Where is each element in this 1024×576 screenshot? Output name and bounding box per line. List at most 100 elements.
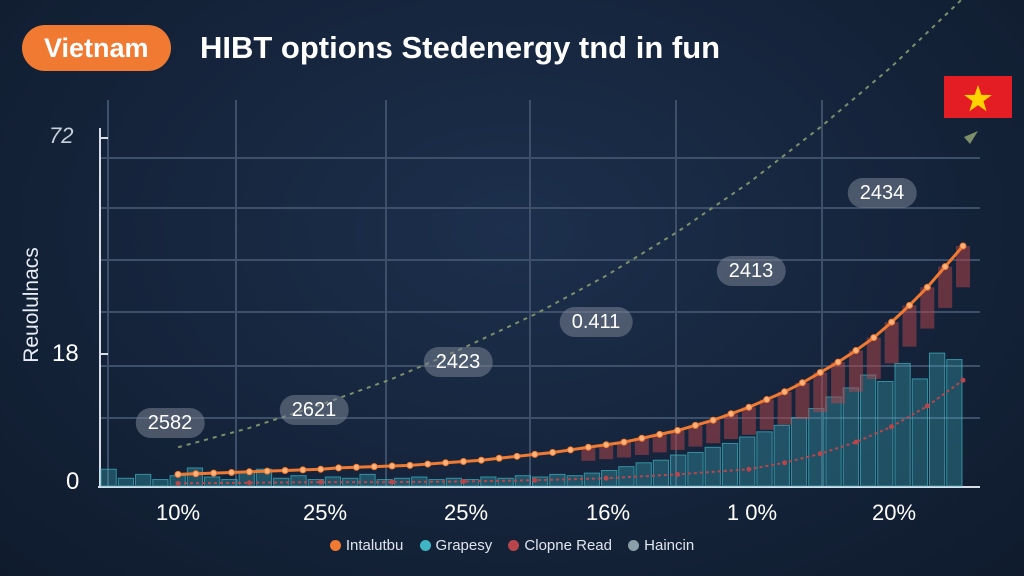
orange-series-point [495,454,503,462]
x-tick-label: 25% [443,500,489,525]
y-axis-label: Reuolulnacs [20,247,43,363]
red-series-point [603,475,609,481]
teal-bar [790,417,808,487]
legend-item: Intalutbu [329,537,404,554]
maroon-bar [884,322,899,364]
orange-series-point [638,434,646,442]
orange-series-point [245,468,253,476]
teal-bar [635,462,652,487]
legend-swatch [419,540,431,551]
orange-series-point [656,430,664,438]
x-tick-label: 25% [302,500,348,525]
maroon-bar [741,407,756,435]
teal-bar [359,473,376,487]
red-series-point [246,480,252,486]
x-tick-label: 16% [585,500,631,525]
teal-bar [618,466,635,487]
maroon-bar [599,444,614,460]
legend-item: Haincin [628,537,694,554]
data-label: 2434 [847,178,917,208]
red-series-point [389,479,395,485]
y-tick-label: 18 [52,340,79,367]
orange-series-point [406,461,414,469]
star-icon [964,85,992,112]
x-tick-label: 10% [155,500,201,525]
orange-series-point [834,358,842,366]
red-series-point [853,439,859,445]
y-tick-label: 0 [66,468,80,495]
teal-bar [739,436,756,487]
maroon-bar [652,434,667,453]
country-badge: Vietnam [22,25,171,71]
maroon-bar [581,447,596,461]
teal-bar [135,473,152,487]
teal-bar [428,479,445,487]
orange-series-point [602,441,610,449]
red-series-point [175,480,181,486]
teal-bar [704,446,721,487]
x-tick-label: 20% [871,500,917,525]
red-series-point [889,424,895,430]
orange-series-point [763,396,771,404]
chart-title: HIBT options Stedenergy tnd in fun [200,30,721,65]
red-series-point [817,451,823,457]
teal-bar [324,476,342,487]
teal-bar [842,387,859,487]
orange-series-point [781,388,789,396]
red-series-point [746,466,752,472]
orange-series-point [335,464,343,472]
red-series-point [460,478,466,484]
orange-series-point [317,465,325,473]
maroon-bar [759,399,774,430]
maroon-bar [688,425,703,447]
vietnam-flag [944,76,1012,118]
orange-series-point [513,452,521,460]
teal-bar [290,475,307,487]
orange-series-point [210,469,218,477]
orange-series-point [798,379,806,387]
teal-bar [532,476,549,487]
teal-bar [825,396,842,487]
maroon-bar [831,362,846,404]
maroon-bar [848,350,863,392]
orange-series-point [549,448,557,456]
teal-bar [342,477,359,487]
maroon-bar [938,266,953,308]
red-series-point [924,403,930,409]
orange-series-point [174,470,182,478]
data-label: 2423 [423,347,493,377]
maroon-bar [670,430,685,450]
teal-bar [894,362,911,487]
teal-bar [583,472,601,487]
teal-bar [480,476,497,487]
teal-bar [808,408,825,487]
orange-series-point [370,463,378,471]
teal-bar [721,442,739,487]
orange-series-point [567,446,574,454]
orange-series-point [281,467,289,475]
orange-series-point [727,410,735,418]
data-label: 2621 [279,395,349,425]
orange-series-point [459,457,467,465]
legend-label: Intalutbu [345,537,404,554]
y-tick-label: 72 [49,123,74,148]
legend-swatch [508,540,520,551]
legend-label: Grapesy [435,537,493,554]
maroon-bar [706,420,721,444]
chart-legend: Intalutbu Grapesy Clopne Read Haincin [0,537,1024,554]
maroon-bar [777,391,792,425]
orange-series-point [888,318,896,326]
trend-arrowhead [964,131,978,144]
legend-item: Grapesy [419,537,493,554]
orange-series-point [424,460,432,468]
orange-series-point [477,456,485,464]
red-series-point [675,471,681,477]
teal-bar [773,424,790,487]
teal-bar [928,352,946,487]
teal-bar [652,459,670,487]
orange-series-point [228,468,236,476]
teal-bar [756,431,773,487]
red-series-point [532,477,538,483]
orange-series-point [620,438,628,446]
